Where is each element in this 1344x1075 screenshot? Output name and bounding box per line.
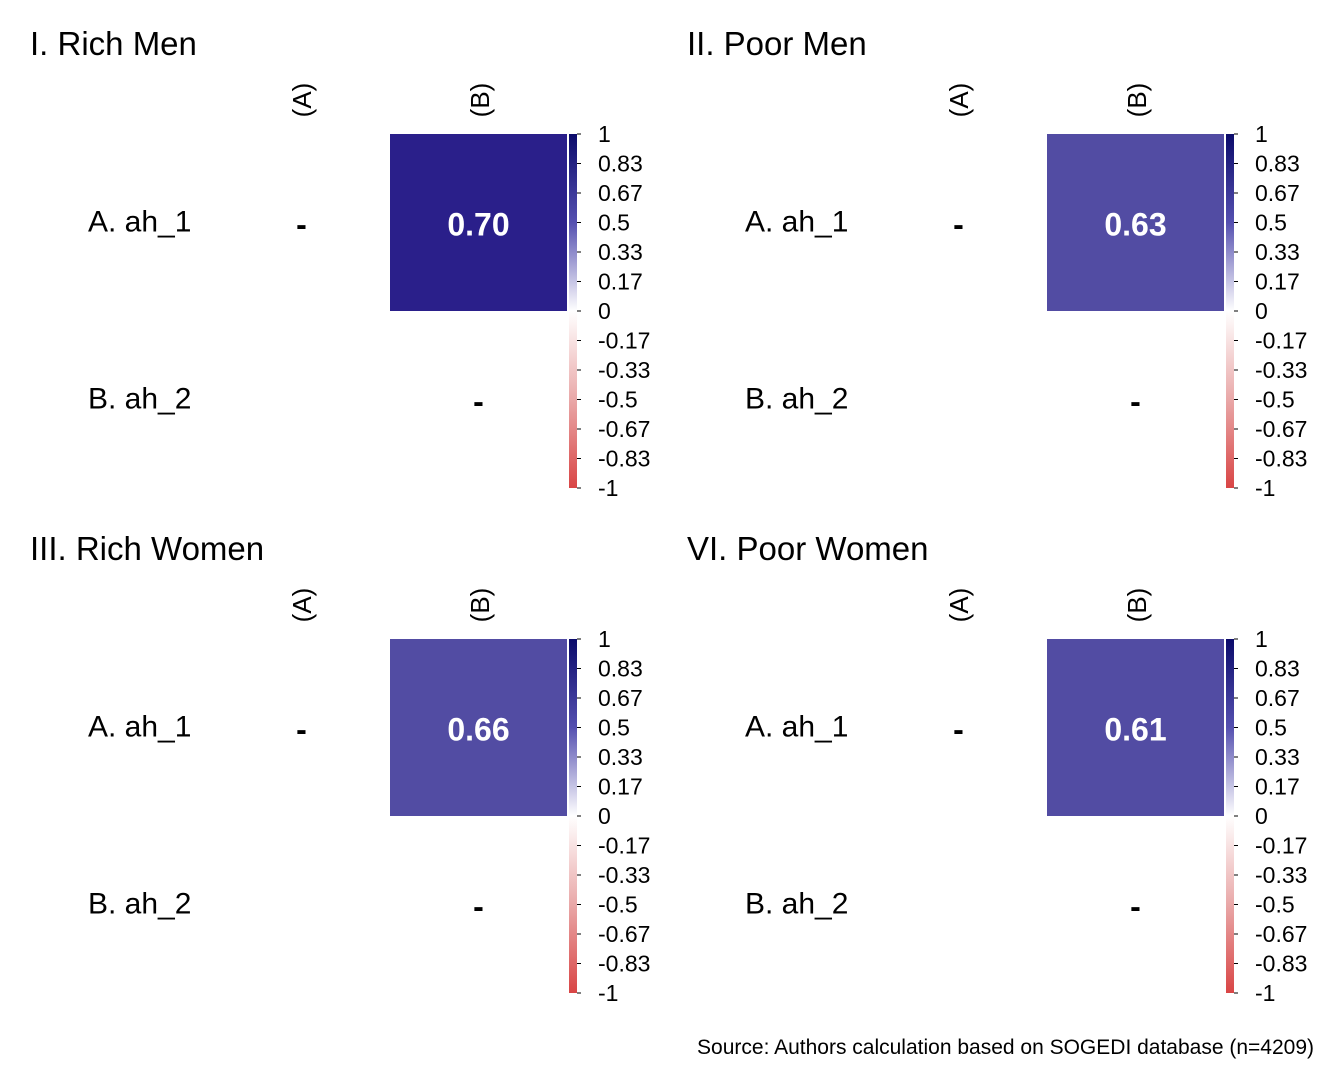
- colorbar: [569, 639, 577, 993]
- colorbar-tick-label: -0.83: [1255, 446, 1307, 472]
- row-label: A. ah_1: [745, 711, 848, 744]
- colorbar-tick-label: 0.17: [1255, 774, 1300, 800]
- diagonal-dash: -: [953, 712, 964, 748]
- colorbar-tick-label: 0.67: [598, 685, 643, 711]
- panel-3: III. Rich Women (A) (B) A. ah_1 B. ah_2 - 0.66…: [30, 530, 650, 1006]
- colorbar-tick-label: 0.33: [598, 239, 643, 265]
- colorbar-tick-label: -0.5: [1255, 892, 1295, 918]
- colorbar-tick-label: 0.5: [1255, 715, 1287, 741]
- heatmap-cell: [1047, 134, 1224, 311]
- colorbar-tick-label: 0.83: [598, 151, 643, 177]
- row-label: B. ah_2: [745, 383, 848, 416]
- heatmap-cell: [390, 639, 567, 816]
- column-label: (B): [1122, 588, 1152, 623]
- panel-title: I. Rich Men: [30, 25, 197, 62]
- row-label: A. ah_1: [88, 711, 191, 744]
- colorbar: [1226, 134, 1234, 488]
- colorbar-tick-label: 0.17: [598, 774, 643, 800]
- colorbar-tick-label: 0: [598, 803, 611, 829]
- colorbar-tick-label: -0.33: [1255, 862, 1307, 888]
- colorbar-tick-label: -0.67: [1255, 416, 1307, 442]
- source-note: Source: Authors calculation based on SOG…: [697, 1036, 1314, 1059]
- colorbar-tick-label: -0.17: [1255, 328, 1307, 354]
- colorbar-tick-label: 0.17: [598, 269, 643, 295]
- colorbar-tick-label: 1: [1255, 626, 1268, 652]
- colorbar-tick-label: 1: [1255, 121, 1268, 147]
- colorbar-tick-label: 0.67: [1255, 685, 1300, 711]
- colorbar-tick-label: -0.67: [598, 416, 650, 442]
- row-label: B. ah_2: [745, 888, 848, 921]
- colorbar-tick-label: 0.5: [1255, 210, 1287, 236]
- cell-value-label: 0.70: [447, 207, 509, 243]
- colorbar-tick-label: -0.33: [598, 862, 650, 888]
- colorbar-tick-label: -0.33: [598, 357, 650, 383]
- heatmap-cell: [1047, 639, 1224, 816]
- colorbar-tick-label: -0.5: [598, 387, 638, 413]
- colorbar-tick-label: -1: [598, 980, 618, 1006]
- colorbar-tick-label: -0.33: [1255, 357, 1307, 383]
- heatmap-cell: [390, 134, 567, 311]
- colorbar-tick-label: -1: [598, 475, 618, 501]
- diagonal-dash: -: [953, 207, 964, 243]
- colorbar-tick-label: -1: [1255, 980, 1275, 1006]
- column-label: (A): [287, 83, 317, 118]
- row-label: A. ah_1: [88, 206, 191, 239]
- diagonal-dash: -: [296, 712, 307, 748]
- panel-title: VI. Poor Women: [687, 530, 929, 567]
- colorbar-tick-label: -0.5: [598, 892, 638, 918]
- colorbar-tick-label: -0.17: [598, 328, 650, 354]
- colorbar: [1226, 639, 1234, 993]
- colorbar-tick-label: 0.83: [1255, 151, 1300, 177]
- diagonal-dash: -: [1130, 384, 1141, 420]
- colorbar-tick-label: 1: [598, 121, 611, 147]
- column-label: (B): [1122, 83, 1152, 118]
- colorbar-tick-label: 0.5: [598, 715, 630, 741]
- panel-title: II. Poor Men: [687, 25, 867, 62]
- colorbar-tick-label: 0.5: [598, 210, 630, 236]
- cell-value-label: 0.61: [1104, 712, 1166, 748]
- colorbar-tick-label: -0.67: [598, 921, 650, 947]
- panel-title: III. Rich Women: [30, 530, 264, 567]
- colorbar-tick-label: -0.17: [1255, 833, 1307, 859]
- diagonal-dash: -: [296, 207, 307, 243]
- colorbar-tick-label: 0.83: [1255, 656, 1300, 682]
- colorbar: [569, 134, 577, 488]
- column-label: (B): [465, 83, 495, 118]
- column-label: (B): [465, 588, 495, 623]
- panel-4: VI. Poor Women (A) (B) A. ah_1 B. ah_2 - 0.61 -…: [687, 530, 1307, 1006]
- panel-1: I. Rich Men(A) (B)A. ah_1B. ah_2- 0.70-10.…: [30, 25, 650, 501]
- colorbar-tick-label: 0.67: [598, 180, 643, 206]
- column-label: (A): [944, 588, 974, 623]
- colorbar-tick-label: 0.33: [598, 744, 643, 770]
- diagonal-dash: -: [473, 889, 484, 925]
- row-label: B. ah_2: [88, 888, 191, 921]
- column-label: (A): [944, 83, 974, 118]
- colorbar-tick-label: 0: [1255, 803, 1268, 829]
- colorbar-tick-label: 0: [1255, 298, 1268, 324]
- colorbar-tick-label: -0.5: [1255, 387, 1295, 413]
- colorbar-tick-label: -0.67: [1255, 921, 1307, 947]
- colorbar-tick-label: 0.83: [598, 656, 643, 682]
- column-label: (A): [287, 588, 317, 623]
- cell-value-label: 0.66: [447, 712, 509, 748]
- row-label: A. ah_1: [745, 206, 848, 239]
- colorbar-tick-label: 0.17: [1255, 269, 1300, 295]
- panel-2: II. Poor Men(A) (B)A. ah_1B. ah_2- 0.63-10…: [687, 25, 1307, 501]
- colorbar-tick-label: -0.17: [598, 833, 650, 859]
- diagonal-dash: -: [1130, 889, 1141, 925]
- cell-value-label: 0.63: [1104, 207, 1166, 243]
- colorbar-tick-label: 0.33: [1255, 239, 1300, 265]
- colorbar-tick-label: 1: [598, 626, 611, 652]
- colorbar-tick-label: -0.83: [598, 951, 650, 977]
- colorbar-tick-label: -0.83: [598, 446, 650, 472]
- colorbar-tick-label: 0.67: [1255, 180, 1300, 206]
- diagonal-dash: -: [473, 384, 484, 420]
- colorbar-tick-label: -0.83: [1255, 951, 1307, 977]
- colorbar-tick-label: 0.33: [1255, 744, 1300, 770]
- row-label: B. ah_2: [88, 383, 191, 416]
- colorbar-tick-label: 0: [598, 298, 611, 324]
- colorbar-tick-label: -1: [1255, 475, 1275, 501]
